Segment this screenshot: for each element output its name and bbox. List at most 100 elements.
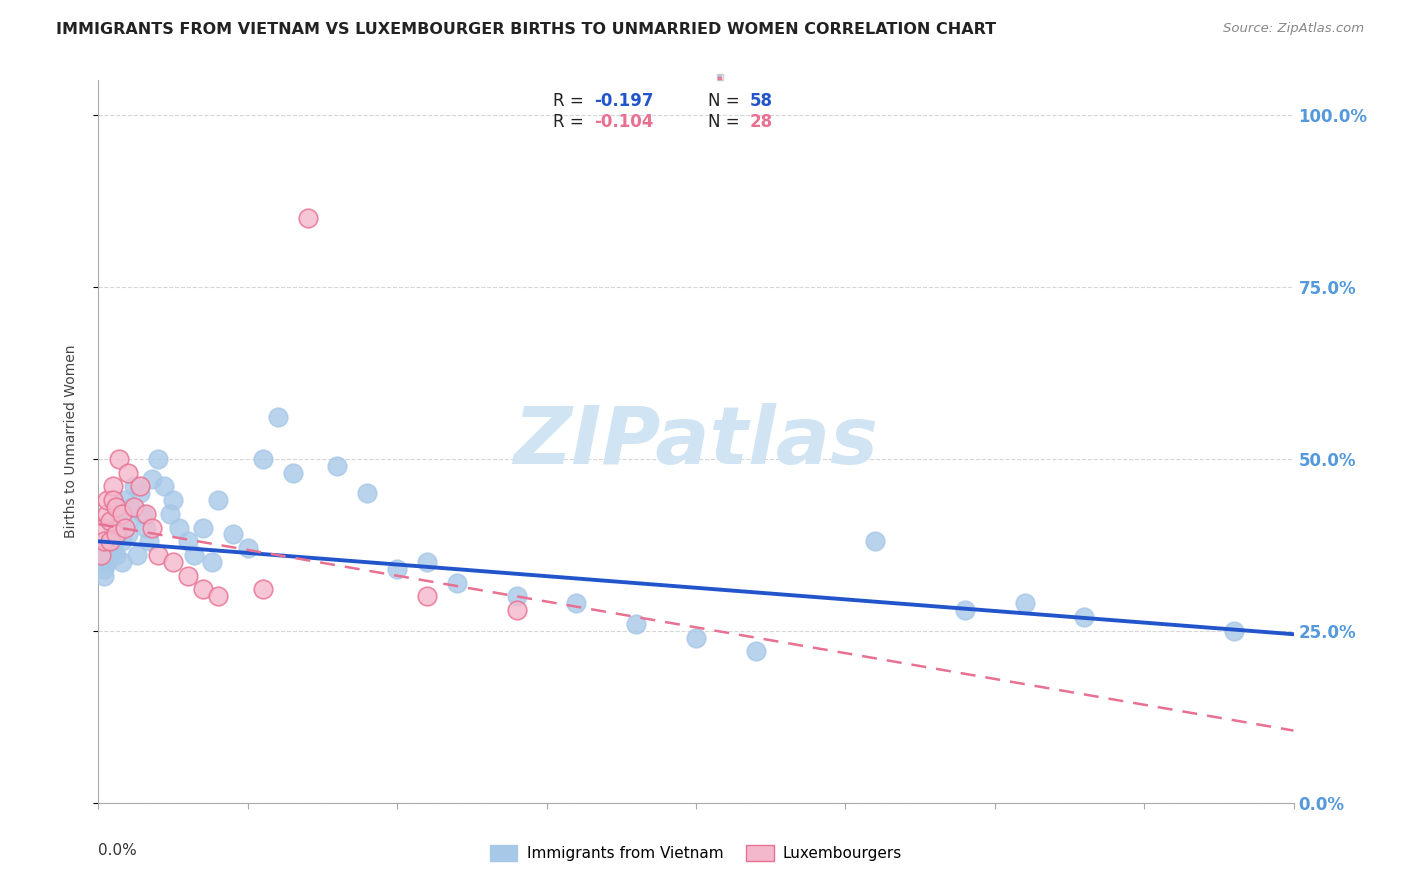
Point xyxy=(103,534,125,549)
Text: 28: 28 xyxy=(749,113,773,131)
Point xyxy=(135,507,157,521)
Text: -0.197: -0.197 xyxy=(595,92,654,110)
Point xyxy=(1014,596,1036,610)
Point xyxy=(108,507,131,521)
Point xyxy=(111,534,134,549)
Point xyxy=(124,500,146,514)
Point xyxy=(105,500,128,514)
Point xyxy=(108,520,131,534)
Point xyxy=(565,596,588,610)
Point xyxy=(98,548,122,562)
Point xyxy=(90,555,112,569)
Point xyxy=(1073,610,1095,624)
Point xyxy=(297,211,319,225)
Point xyxy=(103,520,125,534)
Point xyxy=(222,527,245,541)
Point xyxy=(953,603,976,617)
Point xyxy=(148,451,170,466)
Point xyxy=(865,534,887,549)
Point xyxy=(183,548,205,562)
Point xyxy=(127,548,149,562)
Text: ZIPatlas: ZIPatlas xyxy=(513,402,879,481)
Point xyxy=(93,562,115,576)
Point xyxy=(281,466,304,480)
Point xyxy=(96,493,118,508)
Point xyxy=(96,507,118,521)
Point xyxy=(138,534,160,549)
Point xyxy=(141,520,163,534)
Point xyxy=(111,555,134,569)
Point xyxy=(129,479,152,493)
Point xyxy=(207,493,229,508)
Point xyxy=(162,555,184,569)
Y-axis label: Births to Unmarried Women: Births to Unmarried Women xyxy=(63,345,77,538)
Point xyxy=(416,555,439,569)
Point xyxy=(93,520,115,534)
Point xyxy=(135,520,157,534)
Point xyxy=(252,451,274,466)
Point xyxy=(167,520,190,534)
Point xyxy=(745,644,768,658)
Point xyxy=(141,472,163,486)
Text: 58: 58 xyxy=(749,92,773,110)
Point xyxy=(129,486,152,500)
Point xyxy=(98,534,122,549)
Point xyxy=(117,527,139,541)
Point xyxy=(105,527,128,541)
Point xyxy=(105,527,128,541)
Point xyxy=(93,534,115,549)
Point xyxy=(162,493,184,508)
Point xyxy=(326,458,349,473)
Point xyxy=(96,548,118,562)
Text: R =: R = xyxy=(553,92,589,110)
Point xyxy=(416,590,439,604)
Point xyxy=(506,590,529,604)
Text: 0.0%: 0.0% xyxy=(98,843,138,857)
Point xyxy=(207,590,229,604)
Point xyxy=(252,582,274,597)
Legend: Immigrants from Vietnam, Luxembourgers: Immigrants from Vietnam, Luxembourgers xyxy=(484,839,908,867)
Point xyxy=(148,548,170,562)
Point xyxy=(201,555,224,569)
Text: N =: N = xyxy=(709,113,745,131)
Point xyxy=(626,616,648,631)
Text: IMMIGRANTS FROM VIETNAM VS LUXEMBOURGER BIRTHS TO UNMARRIED WOMEN CORRELATION CH: IMMIGRANTS FROM VIETNAM VS LUXEMBOURGER … xyxy=(56,22,997,37)
Point xyxy=(356,486,378,500)
Point xyxy=(117,514,139,528)
Point xyxy=(506,603,529,617)
Text: Source: ZipAtlas.com: Source: ZipAtlas.com xyxy=(1223,22,1364,36)
Point xyxy=(132,507,155,521)
Point xyxy=(98,534,122,549)
Point xyxy=(177,534,200,549)
Text: N =: N = xyxy=(709,92,745,110)
Text: R =: R = xyxy=(553,113,589,131)
Point xyxy=(96,555,118,569)
Point xyxy=(446,575,468,590)
Point xyxy=(103,493,125,508)
Point xyxy=(111,507,134,521)
Point xyxy=(124,479,146,493)
Point xyxy=(96,541,118,556)
Point xyxy=(236,541,259,556)
Point xyxy=(108,451,131,466)
Point xyxy=(114,520,136,534)
Point xyxy=(98,514,122,528)
Point xyxy=(120,500,142,514)
Point xyxy=(191,520,214,534)
Point xyxy=(177,568,200,582)
Point xyxy=(105,548,128,562)
Point xyxy=(93,568,115,582)
Point xyxy=(114,493,136,508)
Point xyxy=(191,582,214,597)
Text: -0.104: -0.104 xyxy=(595,113,654,131)
Point xyxy=(103,479,125,493)
Point xyxy=(685,631,707,645)
Point xyxy=(153,479,176,493)
Point xyxy=(90,548,112,562)
Point xyxy=(385,562,409,576)
Point xyxy=(159,507,181,521)
Point xyxy=(103,541,125,556)
Point xyxy=(1223,624,1246,638)
Point xyxy=(117,466,139,480)
Point xyxy=(267,410,290,425)
